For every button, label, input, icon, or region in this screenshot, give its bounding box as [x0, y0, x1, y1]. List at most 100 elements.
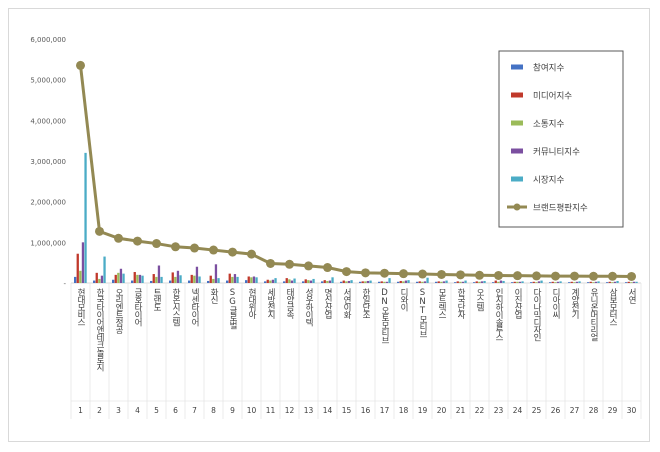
bar-미디어지수	[570, 281, 573, 283]
bar-시장지수	[426, 277, 429, 283]
chart-svg: - 1,000,000 2,000,000 3,000,000 4,000,000 5,0…	[30, 36, 642, 419]
point-브랜드평판지수	[190, 243, 199, 253]
bar-커뮤니티지수	[366, 280, 370, 283]
bar-미디어지수	[418, 281, 421, 283]
point-브랜드평판지수	[589, 271, 598, 281]
bar-소통지수	[516, 281, 519, 283]
point-브랜드평판지수	[570, 271, 579, 281]
y-tick-label: 2,000,000	[30, 199, 66, 207]
bar-미디어지수	[399, 280, 402, 283]
category-label: 화신	[209, 288, 219, 304]
bar-참여지수	[112, 279, 115, 283]
bar-시장지수	[635, 281, 638, 283]
bar-참여지수	[435, 281, 438, 283]
category-label: SNT모티브	[418, 288, 428, 338]
point-브랜드평판지수	[133, 236, 142, 246]
point-브랜드평판지수	[627, 271, 636, 281]
point-브랜드평판지수	[551, 271, 560, 281]
legend-swatch	[511, 176, 523, 182]
bar-커뮤니티지수	[233, 274, 237, 283]
category-label: 삼보모터스	[608, 287, 618, 325]
chart-frame: - 1,000,000 2,000,000 3,000,000 4,000,000 5,0…	[8, 8, 650, 442]
bar-시장지수	[407, 280, 410, 283]
bar-시장지수	[350, 280, 353, 283]
bar-참여지수	[549, 282, 552, 283]
point-브랜드평판지수	[513, 271, 522, 281]
y-tick-label: 5,000,000	[30, 77, 66, 85]
bar-미디어지수	[475, 281, 478, 283]
legend-label: 참여지수	[533, 63, 564, 74]
bar-커뮤니티지수	[499, 280, 503, 283]
index-label: 11	[266, 406, 276, 415]
bar-커뮤니티지수	[594, 281, 598, 283]
bar-시장지수	[293, 278, 296, 283]
index-label: 10	[247, 406, 257, 415]
bar-커뮤니티지수	[214, 264, 218, 283]
bar-시장지수	[236, 276, 239, 283]
point-브랜드평판지수	[475, 270, 484, 280]
point-브랜드평판지수	[608, 271, 617, 281]
bar-소통지수	[383, 281, 386, 283]
bar-미디어지수	[171, 272, 174, 283]
point-브랜드평판지수	[209, 245, 218, 255]
bar-소통지수	[326, 280, 329, 283]
category-label: 태양금속	[285, 288, 295, 320]
category-label: 오리엔트정공	[114, 288, 124, 334]
bar-시장지수	[521, 281, 524, 283]
legend-label: 미디어지수	[533, 91, 572, 102]
legend-label: 시장지수	[533, 175, 564, 186]
bar-참여지수	[454, 282, 457, 283]
bar-커뮤니티지수	[195, 266, 199, 283]
legend-box	[498, 50, 624, 228]
bar-시장지수	[160, 276, 163, 283]
category-label: 금호타이어	[133, 288, 143, 327]
point-브랜드평판지수	[266, 258, 275, 268]
category-label: 한일단조	[361, 288, 371, 318]
bar-커뮤니티지수	[613, 281, 617, 283]
bar-시장지수	[502, 280, 505, 283]
index-label: 20	[437, 406, 447, 415]
index-label: 9	[230, 406, 235, 415]
bar-소통지수	[136, 274, 139, 283]
bar-커뮤니티지수	[442, 281, 446, 283]
bar-미디어지수	[323, 280, 326, 283]
point-브랜드평판지수	[95, 226, 104, 236]
y-tick-label: 6,000,000	[30, 36, 66, 44]
category-label: 디아이씨	[551, 288, 561, 319]
bar-소통지수	[611, 282, 614, 283]
bar-참여지수	[131, 280, 134, 283]
bar-커뮤니티지수	[328, 280, 332, 283]
bar-참여지수	[264, 281, 267, 283]
bar-소통지수	[79, 270, 82, 283]
bar-시장지수	[122, 273, 125, 283]
bar-소통지수	[402, 281, 405, 283]
category-label: 명신산업	[323, 287, 333, 319]
bar-소통지수	[250, 277, 253, 283]
bar-소통지수	[478, 281, 481, 283]
bar-커뮤니티지수	[480, 281, 484, 283]
bar-시장지수	[312, 278, 315, 283]
bar-참여지수	[587, 282, 590, 283]
bar-소통지수	[155, 276, 158, 283]
point-브랜드평판지수	[399, 269, 408, 279]
point-브랜드평판지수	[380, 268, 389, 278]
bar-소통지수	[497, 281, 500, 283]
legend-label: 브랜드평판지수	[533, 203, 588, 214]
bar-커뮤니티지수	[119, 268, 123, 283]
bar-참여지수	[245, 280, 248, 283]
index-label: 17	[380, 406, 390, 415]
index-label: 4	[135, 406, 140, 415]
index-label: 1	[78, 406, 83, 415]
bar-커뮤니티지수	[518, 281, 522, 283]
bar-미디어지수	[437, 281, 440, 283]
bar-소통지수	[459, 281, 462, 283]
bar-미디어지수	[589, 281, 592, 283]
bar-시장지수	[597, 281, 600, 283]
category-label: 한온시스템	[171, 288, 181, 326]
bar-미디어지수	[95, 272, 98, 283]
bar-소통지수	[231, 276, 234, 283]
index-label: 13	[304, 406, 314, 415]
legend-label: 커뮤니티지수	[533, 147, 580, 158]
bar-참여지수	[416, 281, 419, 283]
bar-소통지수	[630, 282, 633, 283]
